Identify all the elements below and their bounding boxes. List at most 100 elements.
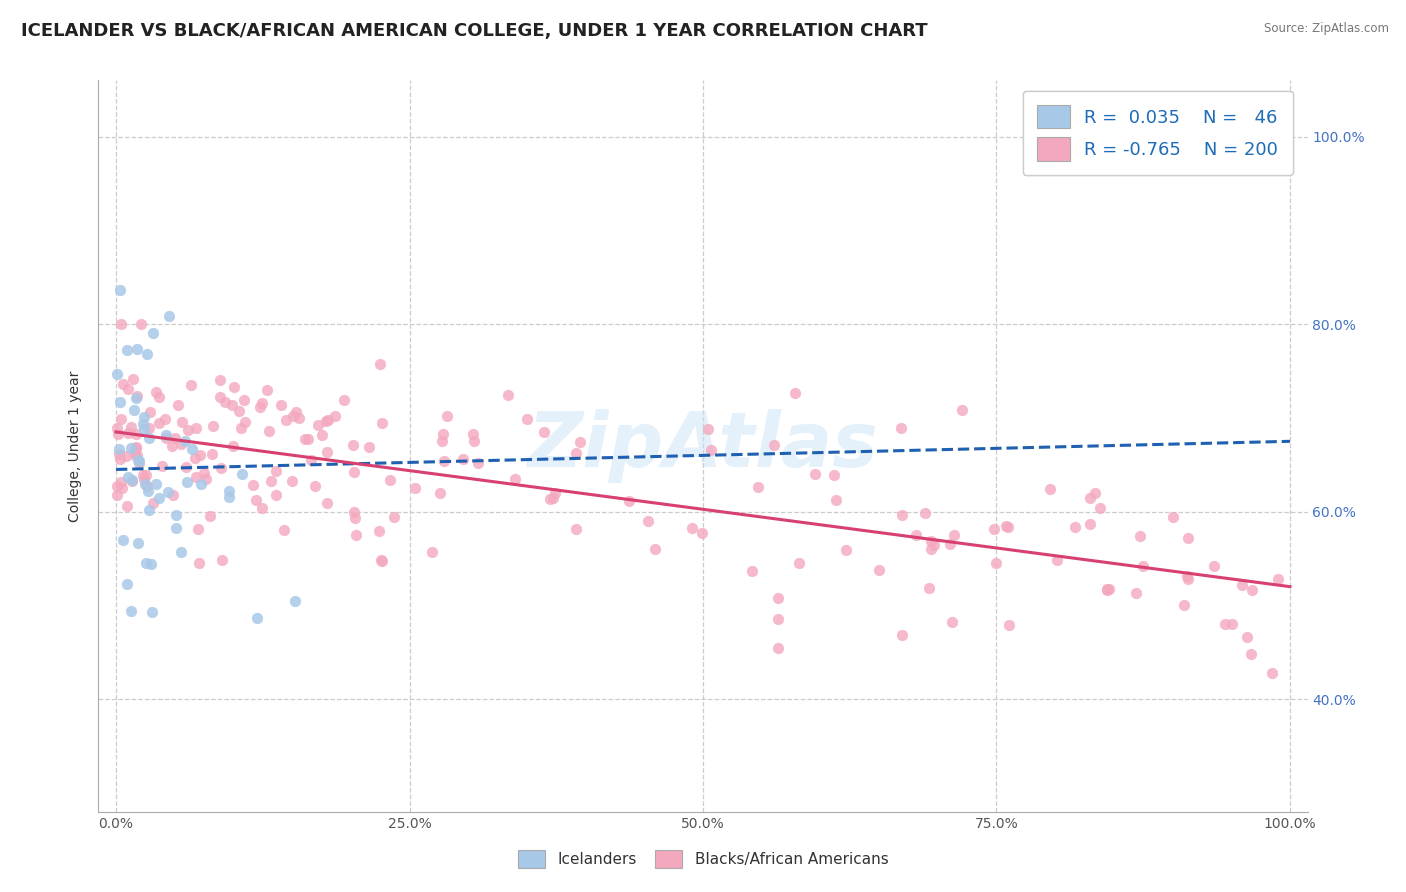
Point [1236, 630, 1258, 644]
Point [222, 379, 245, 393]
Point [823, 468, 845, 483]
Point [138, 431, 160, 445]
Point [190, 477, 212, 491]
Point [1230, 578, 1253, 592]
Point [941, 615, 963, 629]
Point [245, 493, 267, 508]
Point [420, 545, 443, 559]
Point [107, 426, 129, 441]
Point [250, 500, 273, 515]
Point [259, 424, 281, 438]
Point [132, 417, 155, 431]
Point [285, 405, 308, 419]
Point [148, 491, 170, 505]
Point [697, 422, 720, 436]
Point [156, 485, 179, 500]
Point [304, 479, 326, 493]
Point [127, 342, 149, 356]
Point [125, 441, 148, 455]
Point [787, 556, 810, 570]
Point [498, 388, 520, 402]
Point [231, 421, 253, 435]
Point [218, 484, 240, 499]
Point [125, 389, 148, 403]
Point [188, 556, 211, 570]
Point [132, 472, 155, 486]
Point [1215, 616, 1237, 631]
Point [138, 421, 160, 435]
Point [368, 524, 391, 539]
Point [565, 522, 588, 536]
Point [644, 541, 666, 556]
Point [121, 473, 143, 487]
Point [242, 478, 264, 492]
Point [138, 503, 160, 517]
Y-axis label: College, Under 1 year: College, Under 1 year [69, 370, 83, 522]
Point [516, 411, 538, 425]
Point [209, 461, 232, 475]
Text: Source: ZipAtlas.com: Source: ZipAtlas.com [1264, 22, 1389, 36]
Point [273, 523, 295, 537]
Point [108, 283, 131, 297]
Point [139, 557, 162, 571]
Point [1204, 559, 1226, 574]
Point [281, 409, 304, 423]
Point [905, 528, 928, 542]
Point [173, 434, 195, 449]
Point [1239, 647, 1261, 661]
Point [124, 448, 146, 462]
Point [135, 347, 157, 361]
Point [284, 594, 307, 608]
Point [325, 409, 347, 423]
Point [276, 413, 298, 427]
Point [260, 474, 283, 488]
Point [617, 493, 640, 508]
Point [453, 451, 475, 466]
Point [681, 521, 703, 535]
Point [297, 432, 319, 446]
Legend: Icelanders, Blacks/African Americans: Icelanders, Blacks/African Americans [510, 843, 896, 875]
Point [107, 447, 129, 461]
Point [700, 442, 723, 457]
Point [115, 500, 138, 514]
Point [157, 309, 180, 323]
Point [117, 470, 139, 484]
Point [316, 496, 339, 510]
Point [343, 465, 366, 479]
Point [1088, 500, 1111, 515]
Point [343, 505, 366, 519]
Point [741, 564, 763, 578]
Point [134, 409, 156, 424]
Point [122, 372, 145, 386]
Point [256, 384, 278, 398]
Point [110, 475, 132, 489]
Point [153, 412, 176, 426]
Point [127, 535, 149, 549]
Point [950, 402, 973, 417]
Point [150, 458, 173, 473]
Point [141, 605, 163, 619]
Point [120, 604, 142, 618]
Point [138, 405, 160, 419]
Point [176, 475, 198, 489]
Point [1220, 616, 1243, 631]
Point [783, 386, 806, 401]
Point [890, 420, 912, 434]
Point [148, 416, 170, 430]
Point [125, 440, 148, 454]
Point [565, 446, 588, 460]
Point [922, 538, 945, 552]
Point [766, 612, 789, 626]
Point [187, 522, 209, 536]
Point [1097, 582, 1119, 596]
Point [637, 514, 659, 528]
Point [311, 427, 333, 442]
Point [299, 453, 322, 467]
Point [188, 449, 211, 463]
Point [463, 434, 485, 448]
Point [342, 438, 364, 452]
Point [747, 480, 769, 494]
Point [690, 526, 713, 541]
Point [177, 423, 200, 437]
Point [155, 428, 177, 442]
